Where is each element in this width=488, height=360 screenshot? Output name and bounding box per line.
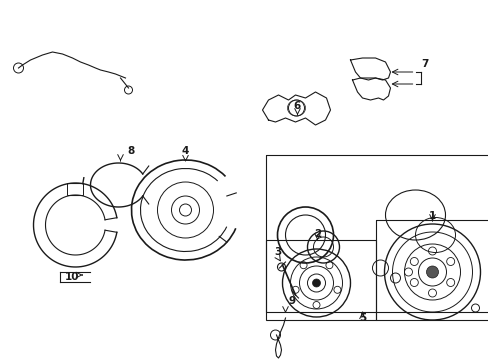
Polygon shape <box>350 58 390 80</box>
Bar <box>375 220 488 320</box>
Text: 5: 5 <box>358 313 366 323</box>
Bar <box>67 183 83 195</box>
Text: 8: 8 <box>128 146 135 156</box>
Polygon shape <box>352 78 390 100</box>
Bar <box>265 240 375 320</box>
Text: 6: 6 <box>293 101 301 111</box>
Text: 10: 10 <box>65 272 80 282</box>
Text: 7: 7 <box>420 59 427 69</box>
Circle shape <box>312 279 320 287</box>
Text: 2: 2 <box>313 229 321 239</box>
Text: 3: 3 <box>273 247 281 257</box>
Circle shape <box>426 266 438 278</box>
Bar <box>265 155 488 312</box>
Text: 1: 1 <box>428 211 435 221</box>
Text: 9: 9 <box>288 296 295 306</box>
Text: 4: 4 <box>182 146 189 156</box>
